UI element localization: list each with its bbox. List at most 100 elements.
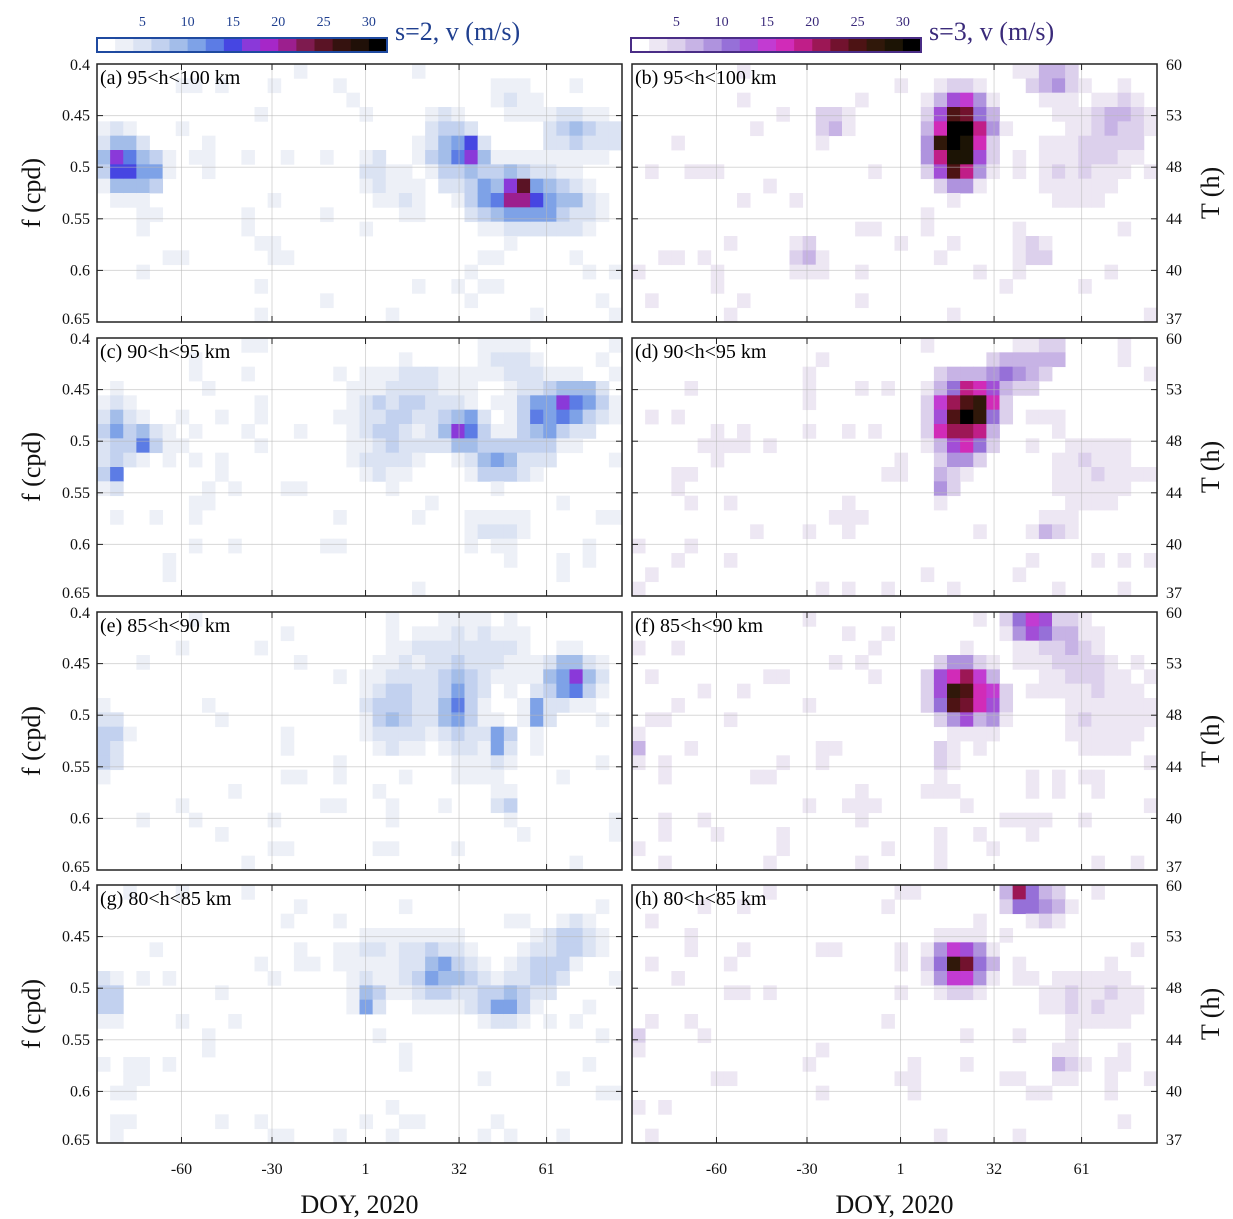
heatmap-cell <box>398 956 413 972</box>
heatmap-cell <box>438 178 452 194</box>
heatmap-cell <box>947 193 961 208</box>
heatmap-cell <box>556 913 570 929</box>
heatmap-cell <box>947 698 961 713</box>
heatmap-cell <box>1065 78 1079 94</box>
heatmap-cell <box>1078 999 1092 1015</box>
heatmap-cell <box>920 395 935 411</box>
heatmap-cell <box>543 698 557 713</box>
heatmap-cell <box>1143 121 1158 137</box>
heatmap-cell <box>1091 150 1105 165</box>
heatmap-cell <box>920 424 935 439</box>
gridlines <box>97 63 622 323</box>
heatmap-cell <box>136 150 150 165</box>
heatmap-cell <box>999 683 1014 699</box>
heatmap-cell <box>398 467 413 482</box>
heatmap-cell <box>1012 366 1027 382</box>
heatmap-cell <box>385 438 400 454</box>
heatmap-cell <box>1052 626 1066 642</box>
heatmap-cell <box>398 164 413 180</box>
period-tick-label: 40 <box>1166 262 1182 279</box>
heatmap-cell <box>1012 971 1027 986</box>
heatmap-cell <box>947 741 961 756</box>
heatmap-cell <box>1012 164 1027 180</box>
heatmap-cell <box>451 135 465 151</box>
heatmap-cell <box>723 956 738 972</box>
heatmap-cell <box>1117 1057 1132 1072</box>
heatmap-cell <box>136 438 150 454</box>
heatmap-cell <box>920 207 935 223</box>
heatmap-cell <box>215 452 229 468</box>
heatmap-cell <box>1117 971 1132 986</box>
heatmap-cell <box>398 409 413 425</box>
heatmap-cell <box>490 481 505 497</box>
heatmap-cell <box>149 164 164 180</box>
heatmap-cell <box>933 467 948 482</box>
heatmap-cell <box>1104 956 1119 972</box>
heatmap-cell <box>503 655 518 670</box>
heatmap-cell <box>293 481 308 497</box>
heatmap-cell <box>608 395 623 411</box>
heatmap-cell <box>451 612 465 627</box>
heatmap-cell <box>517 971 531 986</box>
heatmap-cell <box>986 395 1000 411</box>
heatmap-cell <box>1091 683 1105 699</box>
heatmap-cell <box>503 669 518 685</box>
heatmap-cell <box>530 164 544 180</box>
heatmap-cell <box>530 395 544 411</box>
heatmap-cell <box>372 741 387 756</box>
heatmap-cell <box>1052 352 1066 368</box>
heatmap-cell <box>464 381 479 396</box>
heatmap-cell <box>477 409 492 425</box>
colorbar-swatch <box>884 38 904 52</box>
heatmap-cell <box>1052 669 1066 685</box>
heatmap-cell <box>1065 150 1079 165</box>
heatmap-cell <box>960 366 974 382</box>
heatmap-cell <box>1091 712 1105 728</box>
heatmap-cell <box>1052 1057 1066 1072</box>
heatmap-cell <box>385 467 400 482</box>
heatmap-cell <box>333 366 347 382</box>
heatmap-cell <box>136 409 150 425</box>
heatmap-cell <box>359 956 374 972</box>
colorbar-frame <box>630 37 922 53</box>
heatmap-cell <box>517 381 531 396</box>
heatmap-cell <box>894 452 909 468</box>
heatmap-cell <box>451 712 465 728</box>
heatmap-cell <box>438 135 452 151</box>
heatmap-cell <box>960 698 974 713</box>
heatmap-cell <box>1052 193 1066 208</box>
heatmap-cell <box>763 885 777 900</box>
heatmap-cell <box>960 178 974 194</box>
heatmap-cell <box>464 424 479 439</box>
heatmap-cell <box>464 669 479 685</box>
heatmap-cell <box>947 366 961 382</box>
heatmap-cell <box>973 683 987 699</box>
heatmap-cell <box>802 524 817 540</box>
heatmap-cell <box>517 92 531 108</box>
heatmap-cell <box>438 669 452 685</box>
heatmap-cell <box>451 698 465 713</box>
heatmap-cell <box>763 855 777 871</box>
heatmap-cell <box>1091 92 1105 108</box>
period-tick-label: 53 <box>1166 929 1182 946</box>
heatmap-cell <box>517 999 531 1015</box>
heatmap-cell <box>451 438 465 454</box>
colorbar-tick-label: 5 <box>139 15 146 30</box>
y-tick-label: 0.65 <box>62 1132 90 1149</box>
heatmap-cell <box>920 784 935 799</box>
heatmap-cell <box>1104 164 1119 180</box>
colorbar-swatch <box>667 38 686 52</box>
heatmap-cell <box>530 207 544 223</box>
heatmap-cell <box>188 424 203 439</box>
heatmap-cell <box>517 827 531 842</box>
heatmap-cell <box>333 913 347 929</box>
heatmap-cell <box>1012 1071 1027 1087</box>
heatmap-cell <box>530 366 544 382</box>
period-tick-label: 48 <box>1166 159 1182 176</box>
heatmap-cell <box>477 626 492 642</box>
heatmap-cell <box>582 999 597 1015</box>
heatmap-cell <box>464 612 479 627</box>
heatmap-cell <box>684 495 699 511</box>
x-tick-label: 32 <box>986 1161 1002 1178</box>
